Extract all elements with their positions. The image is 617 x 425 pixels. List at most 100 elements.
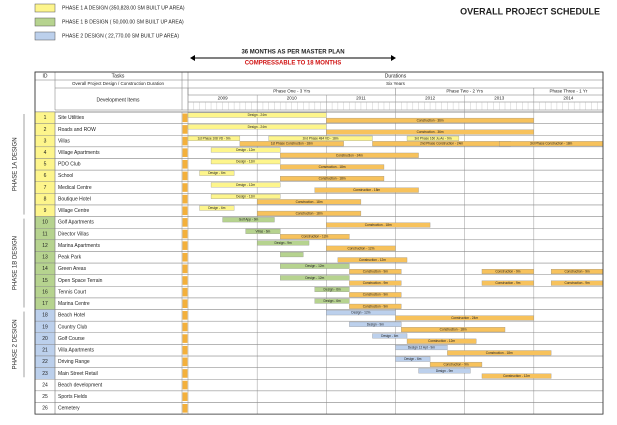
row-name: Villa Apartments: [58, 348, 95, 354]
year-label: 2009: [218, 96, 229, 101]
design-bar: [187, 124, 327, 130]
bar-label: Construction - 36m: [417, 130, 444, 134]
phase-label: Phase Three - 1 Yr: [549, 89, 587, 94]
phase-label: Phase One - 3 Yrs: [273, 89, 311, 94]
row-id: 15: [42, 278, 48, 284]
construction-bar: [257, 199, 362, 205]
construction-bar: [349, 280, 402, 286]
construction-bar: [326, 222, 431, 228]
bar-label: Construction - 12m: [359, 258, 386, 262]
design-bar: [210, 182, 281, 188]
row-name: Roads and ROW: [58, 127, 96, 133]
flag-cell: [182, 252, 188, 262]
bar-label: Design - 12m: [236, 194, 255, 198]
row-name: Tennis Court: [58, 289, 87, 295]
bar-label: Construction - 12m: [503, 374, 530, 378]
row-id: 3: [44, 138, 47, 144]
construction-bar: [395, 315, 534, 321]
row-bg: [34, 355, 604, 368]
construction-bar: [429, 361, 483, 367]
flag-cell: [182, 299, 188, 309]
row-id: 9: [44, 208, 47, 214]
row-bg: [34, 216, 604, 229]
flag-cell: [182, 404, 188, 413]
construction-bar: [326, 117, 534, 123]
design-bar: [210, 193, 281, 199]
row-id: 18: [42, 313, 48, 319]
bar-label: Design - 12m: [305, 264, 324, 268]
construction-bar: [481, 280, 534, 286]
year-label: 2010: [287, 96, 298, 101]
overall-task: Overall Project Design / Construction Du…: [72, 81, 165, 86]
bar-label: Design - 24m: [248, 125, 267, 129]
bar-label: Construction - 9m: [363, 293, 388, 297]
design-bar: [326, 310, 396, 316]
bar-label: Design - 12m: [236, 148, 255, 152]
row-id: 19: [42, 324, 48, 330]
row-id: 7: [44, 185, 47, 191]
bar-label: Construction - 12m: [428, 339, 455, 343]
span-note: COMPRESSABLE TO 18 MONTHS: [245, 61, 342, 67]
bar-label: Design - 9m: [436, 369, 454, 373]
bar-label: Design - 9m: [275, 241, 293, 245]
header-durations: Durations: [385, 73, 407, 79]
section-label: PHASE 2 DESIGN: [13, 319, 19, 369]
row-id: 16: [42, 289, 48, 295]
row-id: 12: [42, 243, 48, 249]
legend-swatch: [34, 31, 56, 41]
bar-label: 3rd Phase 160 Ju.Ao - 9m: [414, 136, 451, 140]
bar-label: Design - 9m: [367, 322, 385, 326]
row-bg: [34, 379, 604, 392]
row-name: School: [58, 173, 73, 179]
bar-label: Construction - 18m: [319, 165, 346, 169]
row-name: Village Centre: [58, 208, 90, 214]
row-bg: [34, 332, 604, 345]
bar-label: Construction - 12m: [301, 235, 328, 239]
row-name: Country Club: [58, 324, 87, 330]
construction-bar: [447, 350, 552, 356]
legend-swatch: [34, 3, 56, 13]
design-bar: [268, 135, 373, 141]
flag-cell: [182, 392, 188, 401]
construction-bar: [326, 245, 396, 251]
construction-bar: [280, 164, 385, 170]
construction-bar: [280, 176, 385, 182]
row-id: 23: [42, 371, 48, 377]
row-bg: [34, 390, 604, 403]
legend-swatch: [34, 17, 56, 27]
flag-cell: [182, 159, 188, 169]
header-id: ID: [43, 73, 48, 79]
construction-bar: [349, 303, 402, 309]
design-bar: [314, 298, 350, 304]
row-bg: [34, 402, 604, 415]
row-name: Cemetery: [58, 406, 80, 412]
design-bar: [314, 286, 350, 292]
bar-label: Construction - 36m: [417, 118, 444, 122]
row-id: 13: [42, 255, 48, 261]
construction-bar: [349, 269, 402, 275]
bar-label: 1st Phase Construction - 18m: [271, 142, 313, 146]
flag-cell: [182, 287, 188, 297]
row-name: Village Apartments: [58, 150, 100, 156]
construction-bar: [280, 234, 350, 240]
year-label: 2013: [494, 96, 505, 101]
row-name: Boutique Hotel: [58, 196, 91, 202]
overall-duration: Six Years: [386, 81, 406, 86]
bar-label: Construction - 9m: [495, 270, 520, 274]
design-bar: [280, 263, 350, 269]
row-id: 14: [42, 266, 48, 272]
bar-label: Design - 12m: [305, 276, 324, 280]
row-id: 8: [44, 196, 47, 202]
flag-cell: [182, 334, 188, 343]
year-label: 2011: [356, 96, 366, 101]
design-bar: [280, 275, 350, 281]
bar-label: Construction - 9m: [363, 304, 388, 308]
row-name: Open Space Terrain: [58, 278, 103, 284]
bar-label: Construction - 18m: [486, 351, 513, 355]
flag-cell: [182, 113, 188, 123]
design-bar: [210, 159, 281, 165]
construction-bar: [314, 187, 419, 193]
design-bar: [187, 135, 241, 141]
design-bar: [395, 345, 448, 351]
